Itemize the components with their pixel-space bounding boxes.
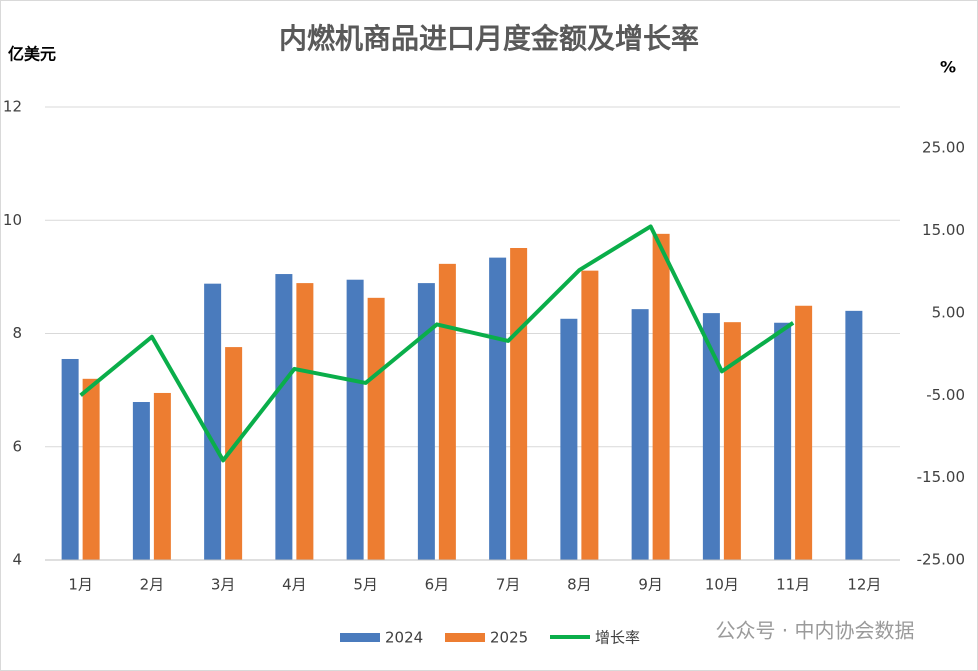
bar (153, 392, 171, 560)
bar (560, 318, 578, 560)
legend-label: 2025 (490, 629, 528, 647)
bar (652, 233, 670, 560)
watermark: 公众号 · 中内协会数据 (715, 619, 914, 643)
x-tick-label: 2月 (140, 576, 165, 594)
bar (438, 263, 456, 560)
bar (61, 358, 79, 560)
bar (489, 257, 507, 560)
y-tick-label: 4 (12, 551, 22, 569)
x-tick-label: 1月 (68, 576, 93, 594)
bar (296, 283, 314, 560)
legend-label: 2024 (385, 629, 423, 647)
legend-swatch (445, 633, 485, 642)
line (79, 224, 795, 463)
bar (367, 297, 385, 560)
y2-tick-label: -15.00 (917, 468, 965, 486)
x-tick-label: 12月 (847, 576, 881, 594)
y2-tick-label: 25.00 (922, 139, 965, 157)
y-tick-label: 12 (3, 98, 22, 116)
bar (417, 283, 435, 560)
y2-tick-label: 15.00 (922, 221, 965, 239)
y-tick-label: 8 (12, 324, 22, 342)
y-tick-label: 10 (3, 211, 22, 229)
bar (795, 305, 813, 560)
x-tick-label: 5月 (353, 576, 378, 594)
y2-tick-label: -5.00 (926, 386, 965, 404)
y-axis-label: 亿美元 (8, 45, 56, 64)
bar (631, 309, 649, 560)
bar (132, 402, 150, 560)
x-tick-label: 7月 (496, 576, 521, 594)
chart-title: 内燃机商品进口月度金额及增长率 (279, 22, 699, 55)
x-tick-label: 3月 (211, 576, 236, 594)
bar (204, 283, 222, 560)
bar (82, 378, 100, 560)
bar (845, 310, 863, 560)
y2-tick-label: 5.00 (932, 303, 965, 321)
x-tick-label: 10月 (705, 576, 739, 594)
bar (774, 322, 792, 560)
bar (723, 322, 741, 560)
bar (510, 247, 528, 560)
x-tick-label: 4月 (282, 576, 307, 594)
legend-swatch (340, 633, 380, 642)
bar (225, 347, 243, 560)
x-tick-label: 11月 (776, 576, 810, 594)
x-tick-label: 6月 (425, 576, 450, 594)
bar (346, 279, 364, 560)
x-tick-label: 8月 (567, 576, 592, 594)
bar (581, 270, 599, 560)
legend-label: 增长率 (595, 629, 640, 647)
y2-tick-label: -25.00 (917, 551, 965, 569)
y2-axis-label: % (940, 58, 956, 77)
x-tick-label: 9月 (638, 576, 663, 594)
bar (702, 313, 720, 560)
y-tick-label: 6 (12, 437, 22, 455)
bar (275, 274, 293, 560)
